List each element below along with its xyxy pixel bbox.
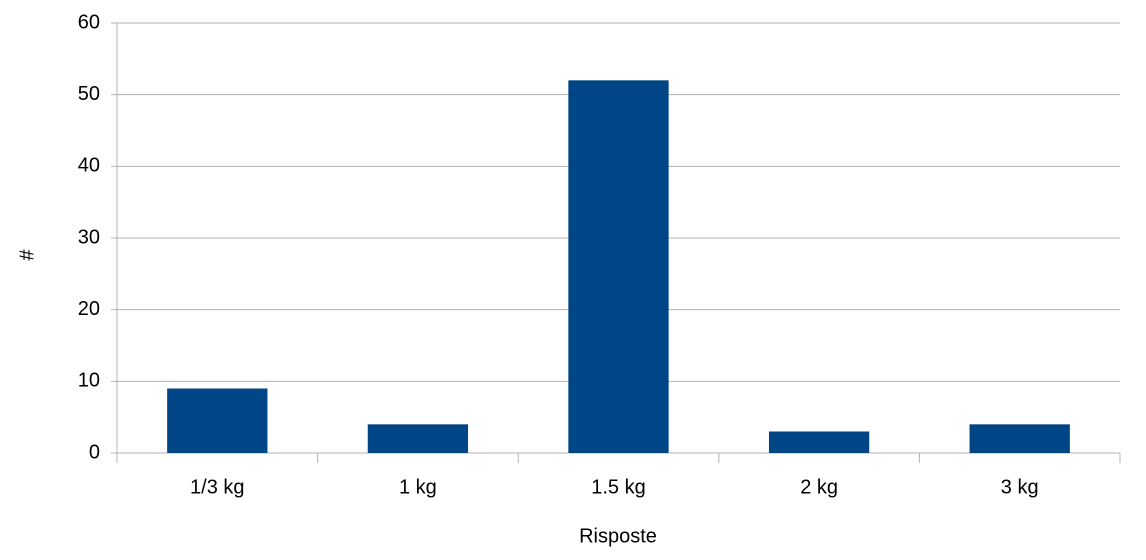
x-tick-label: 3 kg [1001,476,1039,498]
x-tick-label: 1.5 kg [591,476,645,498]
bar [568,80,669,453]
y-tick-label: 10 [78,370,100,392]
y-tick-label: 0 [89,441,100,463]
y-axis-label: # [16,249,38,261]
x-tick-label: 2 kg [800,476,838,498]
y-tick-label: 40 [78,155,100,177]
bar [367,424,469,453]
x-axis-label: Risposte [579,525,657,547]
x-tick-label: 1 kg [399,476,437,498]
y-tick-label: 60 [78,11,100,33]
x-tick-label: 1/3 kg [190,476,244,498]
bar [969,424,1070,453]
y-tick-label: 20 [78,298,100,320]
y-tick-label: 50 [78,83,100,105]
y-tick-label: 30 [78,226,100,248]
bar [167,388,268,453]
bar [768,431,870,453]
